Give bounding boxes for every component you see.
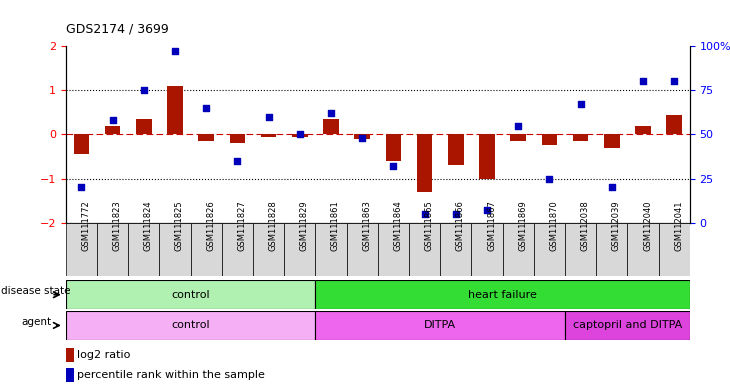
Bar: [565, 311, 690, 340]
Point: [419, 211, 431, 217]
Bar: [604, 134, 620, 147]
Text: GSM111864: GSM111864: [393, 200, 402, 251]
Bar: [199, 134, 214, 141]
Bar: [347, 223, 378, 276]
Bar: [136, 119, 152, 134]
Text: control: control: [172, 320, 210, 331]
Bar: [448, 134, 464, 165]
Bar: [378, 223, 409, 276]
Bar: [128, 223, 159, 276]
Bar: [292, 134, 307, 137]
Text: GSM111826: GSM111826: [206, 200, 215, 251]
Bar: [261, 134, 277, 137]
Bar: [534, 223, 565, 276]
Point: [544, 175, 556, 182]
Text: GDS2174 / 3699: GDS2174 / 3699: [66, 23, 169, 35]
Bar: [167, 86, 182, 134]
Bar: [66, 280, 315, 309]
Bar: [315, 223, 347, 276]
Text: control: control: [172, 290, 210, 300]
Text: GSM111869: GSM111869: [518, 200, 527, 251]
Bar: [323, 119, 339, 134]
Bar: [635, 126, 651, 134]
Text: GSM111825: GSM111825: [175, 200, 184, 251]
Bar: [191, 223, 222, 276]
Point: [669, 78, 680, 84]
Text: GSM111829: GSM111829: [300, 200, 309, 251]
Text: disease state: disease state: [1, 286, 71, 296]
Text: GSM111861: GSM111861: [331, 200, 340, 251]
Point: [75, 184, 87, 190]
Bar: [97, 223, 128, 276]
Point: [481, 207, 493, 214]
Text: heart failure: heart failure: [468, 290, 537, 300]
Bar: [510, 134, 526, 141]
Bar: [385, 134, 402, 161]
Bar: [472, 223, 502, 276]
Bar: [440, 223, 472, 276]
Bar: [104, 126, 120, 134]
Text: agent: agent: [21, 317, 51, 327]
Text: log2 ratio: log2 ratio: [77, 350, 131, 360]
Point: [200, 105, 212, 111]
Point: [169, 48, 181, 55]
Text: GSM112039: GSM112039: [612, 200, 620, 251]
Bar: [417, 134, 432, 192]
Text: GSM111823: GSM111823: [112, 200, 121, 251]
Bar: [222, 223, 253, 276]
Point: [637, 78, 649, 84]
Text: percentile rank within the sample: percentile rank within the sample: [77, 370, 265, 380]
Text: GSM111772: GSM111772: [81, 200, 91, 251]
Bar: [627, 223, 658, 276]
Text: GSM111867: GSM111867: [487, 200, 496, 251]
Bar: [596, 223, 627, 276]
Point: [231, 158, 243, 164]
Point: [388, 163, 399, 169]
Text: captopril and DITPA: captopril and DITPA: [573, 320, 682, 331]
Bar: [409, 223, 440, 276]
Bar: [354, 134, 370, 139]
Text: GSM111866: GSM111866: [456, 200, 465, 251]
Point: [575, 101, 586, 108]
Bar: [565, 223, 596, 276]
Bar: [315, 311, 565, 340]
Bar: [66, 368, 74, 382]
Point: [450, 211, 461, 217]
Bar: [284, 223, 315, 276]
Bar: [666, 114, 682, 134]
Bar: [502, 223, 534, 276]
Bar: [542, 134, 557, 146]
Bar: [479, 134, 495, 179]
Bar: [74, 134, 89, 154]
Text: GSM111865: GSM111865: [425, 200, 434, 251]
Point: [356, 135, 368, 141]
Bar: [229, 134, 245, 143]
Point: [294, 131, 306, 137]
Bar: [66, 223, 97, 276]
Point: [138, 87, 150, 93]
Point: [606, 184, 618, 190]
Bar: [66, 311, 315, 340]
Bar: [66, 348, 74, 362]
Point: [263, 114, 274, 120]
Text: GSM111824: GSM111824: [144, 200, 153, 251]
Point: [512, 122, 524, 129]
Bar: [573, 134, 588, 141]
Bar: [658, 223, 690, 276]
Point: [107, 117, 118, 123]
Text: GSM112041: GSM112041: [675, 200, 683, 251]
Text: GSM111828: GSM111828: [269, 200, 277, 251]
Bar: [159, 223, 191, 276]
Point: [325, 110, 337, 116]
Text: GSM111827: GSM111827: [237, 200, 246, 251]
Text: GSM112038: GSM112038: [580, 200, 590, 251]
Text: GSM111863: GSM111863: [362, 200, 371, 251]
Bar: [253, 223, 284, 276]
Text: DITPA: DITPA: [424, 320, 456, 331]
Text: GSM111870: GSM111870: [550, 200, 558, 251]
Text: GSM112040: GSM112040: [643, 200, 652, 251]
Bar: [315, 280, 690, 309]
